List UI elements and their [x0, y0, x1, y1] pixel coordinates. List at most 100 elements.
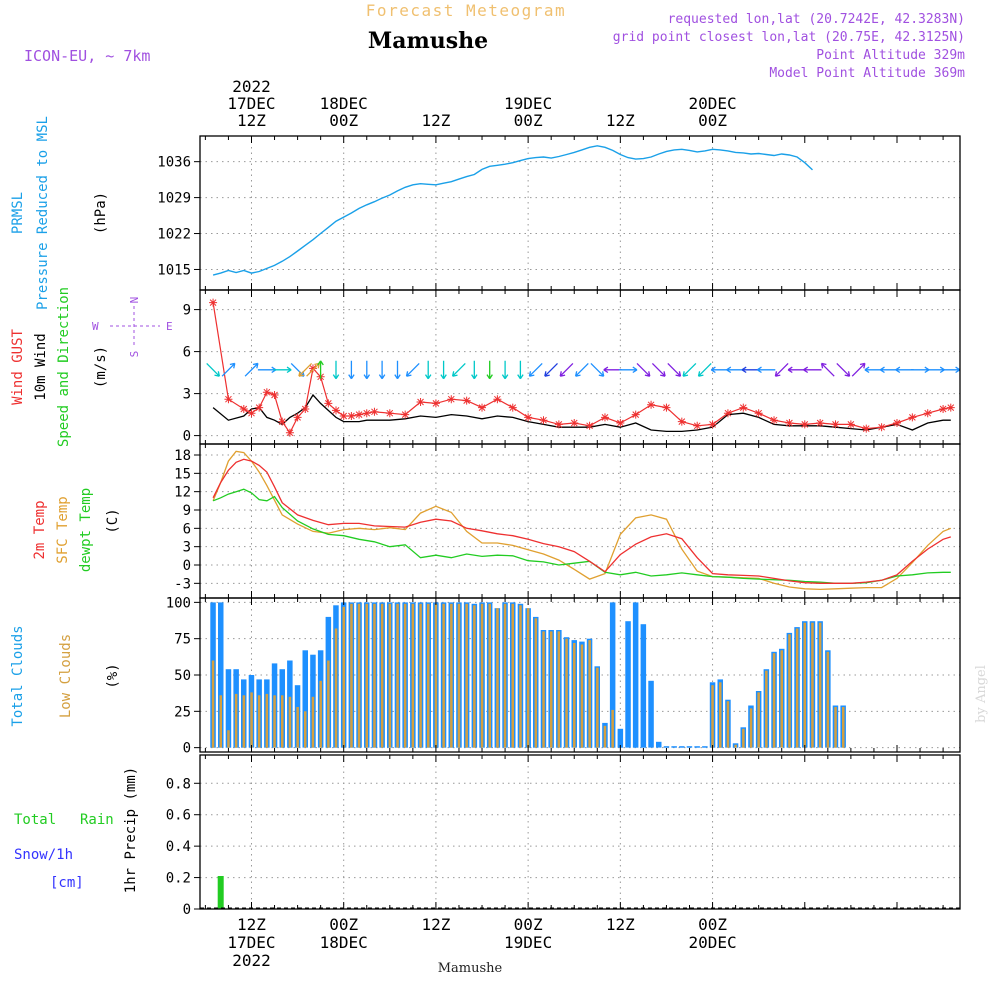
wind-arrow: [803, 366, 822, 374]
wind-arrow: [710, 366, 730, 374]
low-cloud-bar: [818, 622, 822, 748]
gust-marker: [247, 409, 256, 418]
wind-arrow: [741, 366, 760, 374]
low-cloud-bar: [250, 692, 253, 748]
wind-arrow: [257, 366, 277, 374]
wind-10m-label: 10m Wind: [33, 333, 49, 400]
wind-arrow: [682, 362, 697, 377]
gust-marker: [846, 420, 855, 429]
gust-marker: [862, 424, 871, 433]
low-cloud-bar: [803, 622, 806, 748]
low-cloud-bar: [711, 685, 714, 748]
wind-arrow: [424, 360, 432, 380]
wind-arrow: [697, 362, 712, 377]
low-cloud-bar: [772, 653, 776, 748]
gust-marker: [877, 423, 886, 432]
low-cloud-bar: [742, 728, 745, 748]
ytick-label: 12: [174, 485, 191, 501]
chart-marks: [200, 145, 961, 909]
top-hour-label: 00Z: [698, 111, 727, 130]
low-cloud-bar: [534, 618, 538, 748]
gust-marker: [416, 398, 425, 406]
ytick-label: 1029: [157, 191, 191, 207]
total-cloud-bar: [609, 602, 616, 748]
wind-arrow: [941, 366, 961, 374]
low-cloud-bar: [450, 603, 453, 748]
gust-marker: [508, 403, 517, 412]
low-cloud-bar: [396, 603, 399, 748]
compass-w: W: [92, 320, 99, 333]
wind-arrow: [273, 366, 292, 374]
wind-arrow: [726, 366, 745, 374]
low-cloud-bar: [550, 631, 553, 748]
bottom-day-label: 19DEC: [504, 933, 552, 952]
wind-arrow: [590, 362, 605, 377]
gust-marker: [209, 298, 218, 307]
ytick-label: 0.2: [166, 871, 191, 887]
low-cloud-bar: [234, 693, 238, 748]
ytick-label: -3: [174, 576, 191, 592]
gust-marker: [224, 395, 233, 404]
wind-arrow: [363, 360, 371, 380]
total-cloud-bar: [225, 669, 232, 748]
precip-axis-label: 1hr Precip (mm): [123, 767, 139, 893]
wind-gust-line: [212, 302, 951, 434]
gust-marker: [462, 396, 471, 405]
wind-arrow: [836, 362, 851, 377]
ytick-label: 6: [183, 345, 191, 361]
ytick-label: 3: [183, 540, 191, 556]
gust-marker: [324, 399, 333, 408]
low-cloud-bar: [757, 692, 760, 748]
gust-marker: [631, 410, 640, 419]
low-cloud-bar: [503, 603, 507, 748]
low-cloud-bar: [296, 707, 299, 748]
gust-marker: [616, 419, 625, 427]
wind-arrow: [864, 366, 883, 374]
temp-sfc-label: SFC Temp: [55, 496, 71, 563]
low-cloud-bar: [765, 670, 768, 748]
wind-arrow: [774, 362, 789, 377]
wind-arrow: [787, 366, 807, 374]
total-cloud-bar: [679, 746, 685, 748]
low-cloud-bar: [573, 643, 576, 748]
low-cloud-bar: [780, 650, 783, 748]
total-cloud-bar: [302, 650, 308, 748]
low-cloud-bar: [365, 603, 368, 748]
gust-marker: [385, 409, 394, 418]
bottom-hour-label: 00Z: [698, 915, 727, 934]
low-cloud-bar: [480, 603, 484, 748]
gust-marker: [816, 419, 825, 427]
gust-marker: [262, 388, 271, 397]
low-cloud-bar: [519, 605, 522, 748]
low-cloud-bar: [242, 695, 246, 748]
low-cloud-bar: [342, 606, 345, 748]
gust-marker: [785, 419, 794, 427]
footer-location: Mamushe: [438, 961, 503, 976]
top-year-label: 2022: [232, 77, 271, 96]
low-cloud-bar: [219, 695, 222, 748]
wind-arrow: [879, 366, 899, 374]
ytick-label: 15: [174, 466, 191, 482]
temp-2m-line: [212, 458, 951, 584]
gust-marker: [554, 420, 563, 429]
gust-marker: [939, 405, 948, 413]
rain-bar: [217, 876, 224, 909]
gust-marker: [339, 412, 348, 420]
total-cloud-bar: [686, 746, 693, 748]
temp-2m-label: 2m Temp: [32, 500, 48, 559]
gust-marker: [770, 416, 779, 425]
wind-arrow: [486, 360, 493, 380]
model-label: ICON-EU, ~ 7km: [24, 47, 150, 65]
low-cloud-bar: [411, 603, 415, 748]
ytick-label: 0: [183, 902, 191, 918]
low-cloud-bar: [227, 730, 230, 748]
temp-unit: (C): [105, 508, 121, 533]
gust-marker: [647, 400, 656, 409]
wind-arrow: [756, 366, 776, 374]
wind-gust-label: Wind GUST: [10, 329, 26, 405]
wind-arrow: [378, 360, 386, 380]
low-cloud-bar: [734, 744, 737, 748]
gust-marker: [693, 421, 702, 430]
